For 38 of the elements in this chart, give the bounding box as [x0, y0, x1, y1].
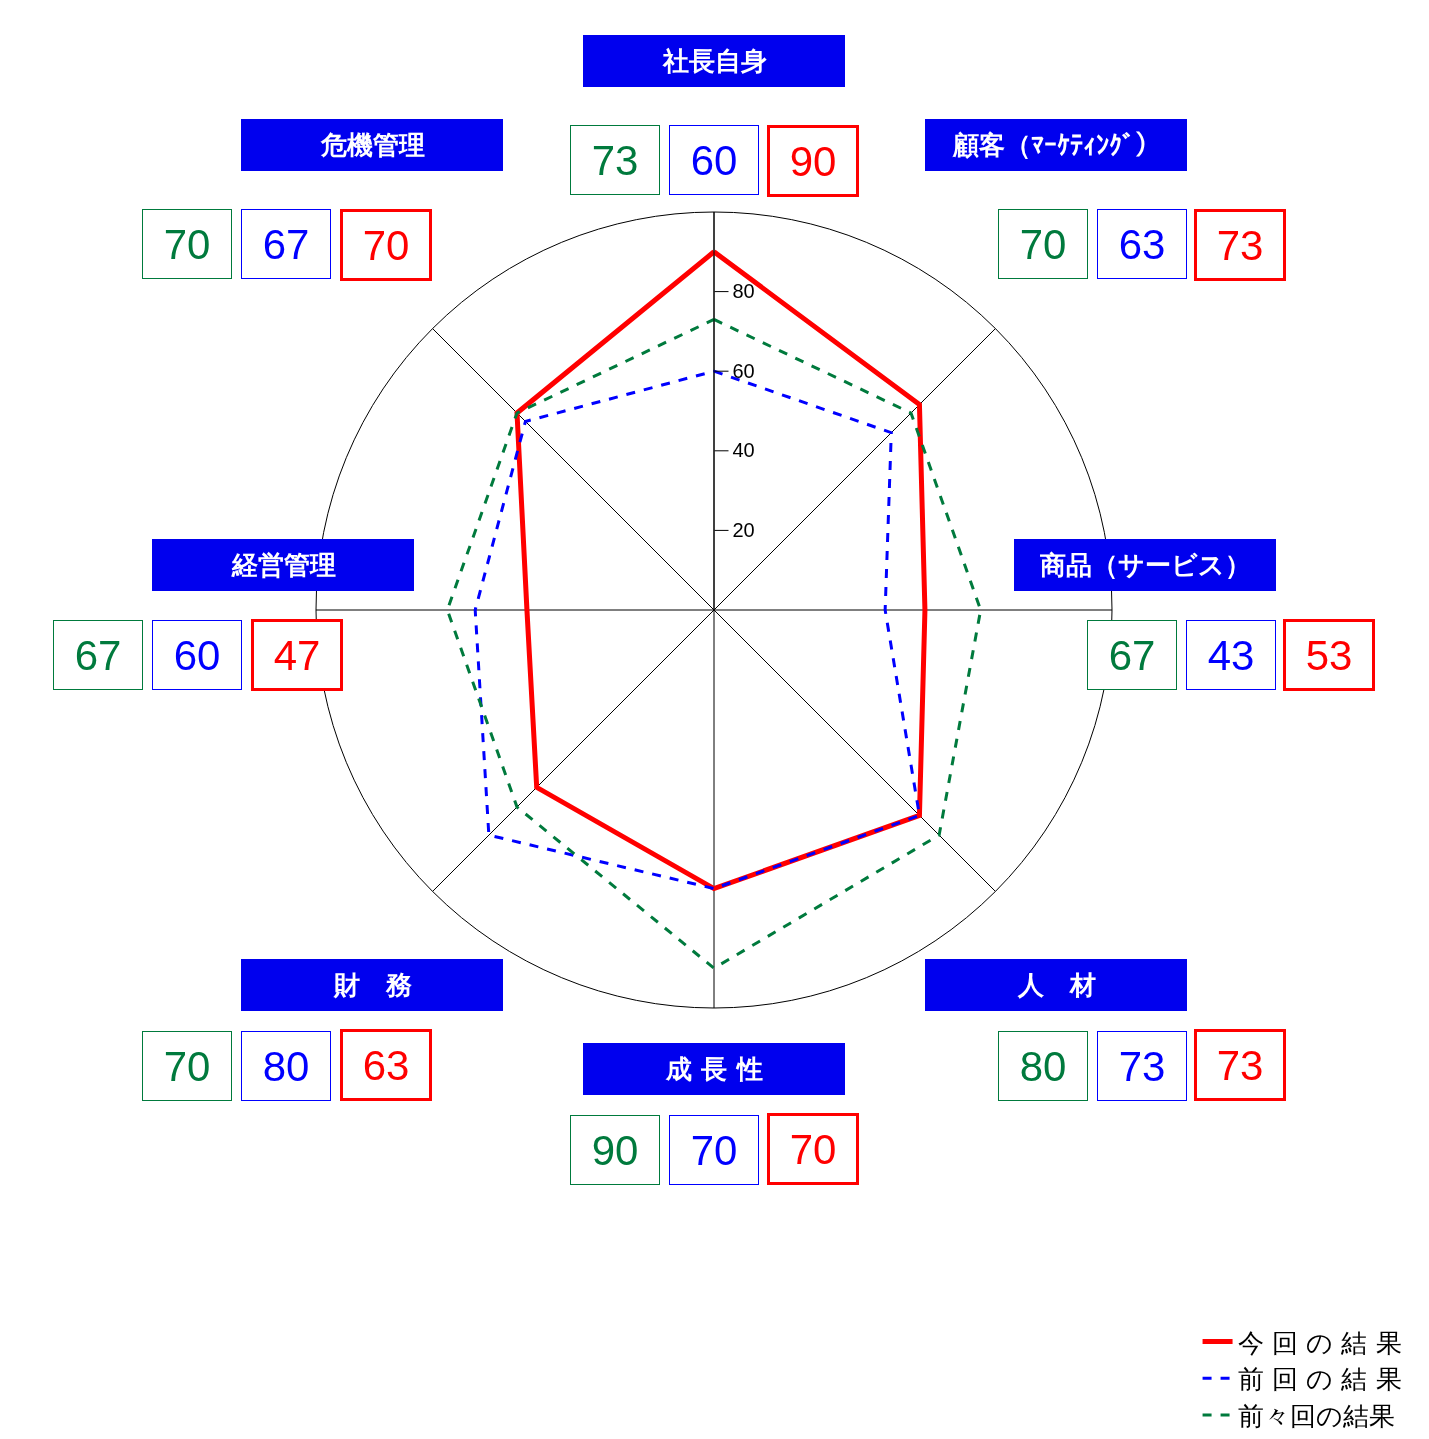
y-tick-label: 20 — [732, 518, 755, 541]
text: 73 — [1216, 221, 1264, 269]
text: 67 — [1108, 631, 1156, 679]
text: 70 — [789, 1125, 837, 1173]
text: 73 — [1216, 1041, 1264, 1089]
legend-label: 前 回 の 結 果 — [1237, 1364, 1402, 1395]
text: 90 — [789, 137, 837, 185]
legend-label: 今 回 の 結 果 — [1237, 1327, 1402, 1358]
text: 43 — [1207, 631, 1255, 679]
text: 80 — [1019, 1042, 1067, 1090]
spoke-label: 成 長 性 — [665, 1054, 763, 1084]
text: 47 — [273, 631, 321, 679]
text: 73 — [1118, 1042, 1166, 1090]
text: 90 — [591, 1126, 639, 1174]
spoke-label: 財 務 — [332, 970, 412, 1000]
spoke-label: 顧客（ﾏｰｹﾃｨﾝｸﾞ） — [951, 130, 1161, 160]
spoke-label: 社長自身 — [661, 46, 767, 76]
y-tick-label: 40 — [732, 439, 755, 462]
text: 73 — [591, 136, 639, 184]
spoke-label: 人 材 — [1016, 970, 1096, 1000]
y-tick-label: 80 — [732, 280, 755, 303]
spoke-label: 危機管理 — [319, 130, 425, 160]
text: 63 — [362, 1041, 410, 1089]
text: 53 — [1305, 631, 1353, 679]
text: 60 — [173, 631, 221, 679]
text: 67 — [262, 220, 310, 268]
text: 70 — [1019, 220, 1067, 268]
spoke-label: 商品（サービス） — [1039, 550, 1251, 580]
text: 63 — [1118, 220, 1166, 268]
text: 70 — [163, 220, 211, 268]
text: 67 — [74, 631, 122, 679]
text: 70 — [690, 1126, 738, 1174]
text: 80 — [262, 1042, 310, 1090]
legend-label: 前々回の結果 — [1237, 1401, 1395, 1432]
spoke-label: 経営管理 — [230, 550, 336, 580]
y-tick-label: 60 — [732, 359, 755, 382]
text: 70 — [362, 221, 410, 269]
text: 70 — [163, 1042, 211, 1090]
